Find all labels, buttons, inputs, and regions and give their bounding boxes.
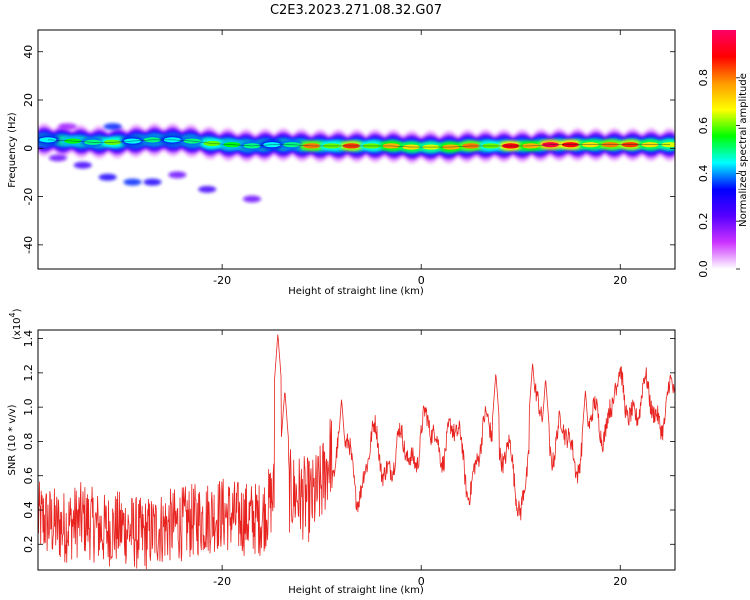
heatmap-blob: [48, 154, 67, 162]
snr-y-tick-label: 0.8: [22, 433, 35, 451]
colorbar-ticks: 0.0 0.2 0.4 0.6 0.8: [697, 69, 740, 278]
heatmap-blob: [168, 171, 187, 179]
snr-series-line: [38, 334, 675, 570]
heatmap-content: [38, 123, 675, 203]
heatmap-frame: [37, 29, 676, 270]
colorbar-title: Normalized spectral amplitude: [738, 73, 749, 227]
heatmap-y-tick-label: 0: [22, 145, 35, 152]
snr-y-multiplier-close: ): [12, 308, 23, 312]
heatmap-y-tick-label: -20: [22, 188, 35, 206]
snr-ticks: -20 0 20 0.2 0.4 0.6 0.8 1.0 1.2 1.4: [22, 330, 675, 588]
heatmap-blob: [242, 195, 261, 203]
snr-x-tick-label: -20: [213, 575, 231, 588]
snr-y-multiplier-exponent: 4: [8, 312, 17, 317]
snr-frame: [37, 329, 676, 571]
snr-y-multiplier: (x104): [8, 308, 23, 340]
colorbar-gradient: [712, 30, 736, 269]
colorbar-tick-label: 0.8: [697, 69, 710, 87]
heatmap-y-axis-title: Frequency (Hz): [7, 112, 18, 188]
snr-x-axis-title: Height of straight line (km): [288, 585, 424, 596]
heatmap-ticks: -20 0 20 -40 -20 0 20 40: [22, 30, 675, 287]
snr-y-tick-label: 1.4: [22, 330, 35, 348]
snr-y-tick-label: 0.2: [22, 536, 35, 554]
heatmap-ridge-line: [47, 139, 670, 148]
heatmap-blob: [73, 161, 92, 169]
snr-y-tick-label: 1.0: [22, 398, 35, 416]
snr-x-tick-label: 0: [418, 575, 425, 588]
heatmap-x-tick-label: -20: [213, 274, 231, 287]
heatmap-blob: [58, 123, 77, 131]
snr-x-tick-label: 20: [613, 575, 627, 588]
colorbar-tick-label: 0.6: [697, 117, 710, 135]
heatmap-blob: [198, 185, 217, 193]
snr-y-multiplier-label: (x104): [8, 308, 23, 340]
heatmap-x-tick-label: 0: [418, 274, 425, 287]
colorbar-tick-label: 0.2: [697, 212, 710, 230]
snr-y-tick-label: 0.6: [22, 467, 35, 485]
heatmap-panel: -20 0 20 -40 -20 0 20 40 Height of straight lin…: [7, 29, 676, 297]
heatmap-blob: [143, 178, 162, 186]
heatmap-blob: [103, 123, 122, 131]
colorbar-tick-label: 0.4: [697, 165, 710, 183]
colorbar-tick-label: 0.0: [697, 260, 710, 278]
snr-y-multiplier-base: (x10: [12, 317, 23, 340]
heatmap-blob: [123, 178, 142, 186]
heatmap-y-tick-label: 40: [22, 45, 35, 59]
heatmap-blob: [98, 173, 117, 181]
snr-y-axis-title: SNR (10 * v/v): [7, 404, 18, 475]
heatmap-x-tick-label: 20: [613, 274, 627, 287]
colorbar: 0.0 0.2 0.4 0.6 0.8 Normalized spectral ampl…: [697, 30, 749, 278]
heatmap-y-tick-label: -40: [22, 236, 35, 254]
snr-y-tick-label: 1.2: [22, 364, 35, 382]
heatmap-y-tick-label: 20: [22, 93, 35, 107]
snr-y-tick-label: 0.4: [22, 501, 35, 519]
heatmap-ridge-cell: [39, 137, 57, 143]
snr-panel: -20 0 20 0.2 0.4 0.6 0.8 1.0 1.2 1.4 Height of st…: [7, 308, 676, 596]
chart-title: C2E3.2023.271.08.32.G07: [270, 3, 442, 18]
heatmap-x-axis-title: Height of straight line (km): [288, 286, 424, 297]
